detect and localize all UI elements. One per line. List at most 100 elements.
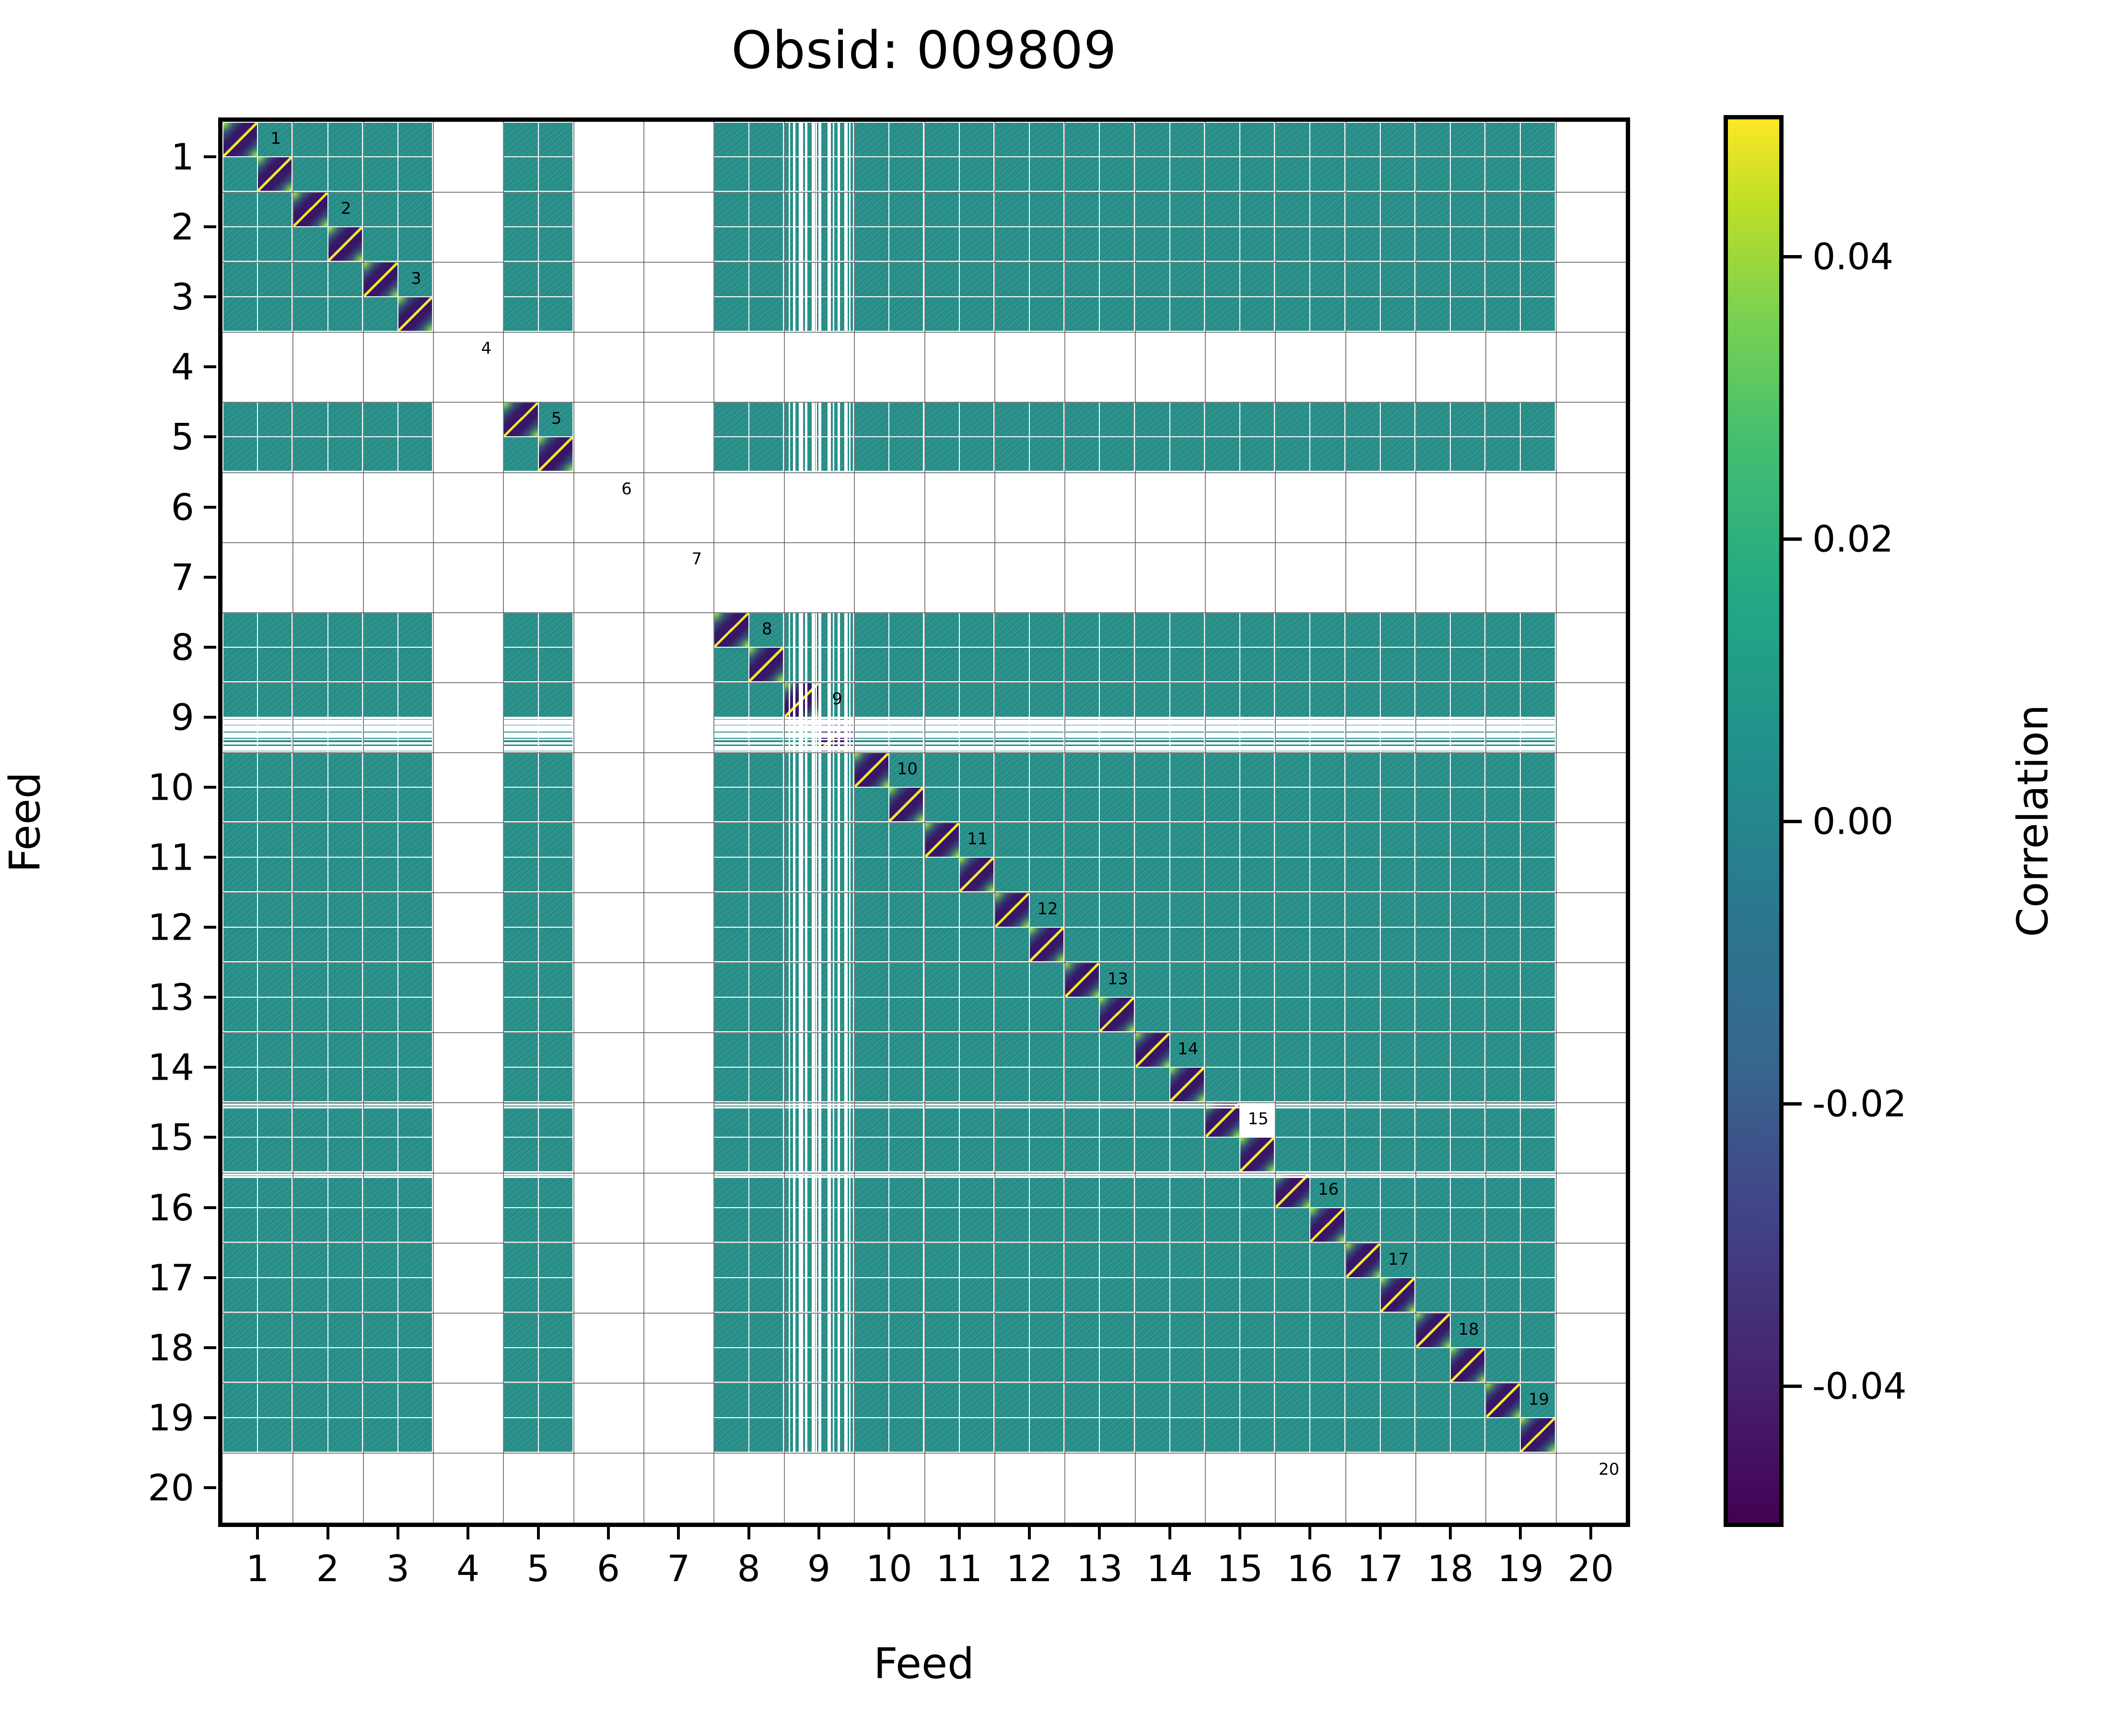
matrix-cell-feed-17-15 (1205, 1243, 1275, 1313)
crosscorr-block (398, 1348, 432, 1382)
matrix-cell-feed-15-11 (924, 1102, 994, 1172)
crosscorr-block (959, 263, 993, 297)
crosscorr-block (959, 1278, 993, 1312)
matrix-cell-feed-11-11 (924, 822, 994, 892)
matrix-cell-feed-1-13 (1064, 122, 1134, 192)
crosscorr-block (855, 963, 889, 997)
matrix-cell-feed-12-11 (924, 892, 994, 962)
crosscorr-block (889, 297, 923, 331)
matrix-cell-feed-3-5 (503, 262, 573, 332)
crosscorr-block (1276, 753, 1310, 787)
crosscorr-block (1030, 893, 1064, 927)
crosscorr-block (504, 753, 538, 787)
crosscorr-block (1276, 998, 1310, 1032)
crosscorr-block (223, 753, 257, 787)
crosscorr-block (328, 263, 362, 297)
crosscorr-block (1065, 613, 1099, 647)
matrix-cell-feed-10-19 (1485, 752, 1555, 822)
crosscorr-block (258, 963, 292, 997)
crosscorr-block (819, 1243, 853, 1277)
crosscorr-block (293, 858, 327, 892)
crosscorr-block (1380, 1173, 1414, 1207)
crosscorr-block (1276, 193, 1310, 227)
crosscorr-block (959, 193, 993, 227)
matrix-cell-feed-18-11 (924, 1313, 994, 1383)
crosscorr-block (1276, 157, 1310, 191)
crosscorr-block (749, 263, 783, 297)
crosscorr-block (1205, 893, 1240, 927)
grid-line-vertical (1485, 122, 1487, 1523)
correlation-matrix-axes[interactable]: 1 2 3 4 5 6 7 8 9 10 11 12 13 14 15 16 17 18 19 20 (218, 117, 1630, 1527)
crosscorr-block (293, 998, 327, 1032)
crosscorr-block (1451, 297, 1485, 331)
matrix-cell-feed-7-16 (1275, 542, 1345, 612)
matrix-cell-feed-16-16 (1275, 1173, 1345, 1243)
matrix-cell-feed-16-3 (363, 1173, 433, 1243)
matrix-cell-feed-2-14 (1135, 192, 1205, 262)
crosscorr-block (1486, 1068, 1520, 1102)
matrix-cell-feed-20-20 (1556, 1453, 1626, 1523)
crosscorr-block (749, 1173, 783, 1207)
crosscorr-block (1451, 647, 1485, 681)
crosscorr-block (223, 1033, 257, 1067)
crosscorr-block (328, 1418, 362, 1452)
matrix-cell-feed-8-20 (1556, 612, 1626, 682)
crosscorr-block (1380, 1208, 1414, 1242)
y-tick-label-15: 15 (148, 1116, 194, 1159)
crosscorr-block (1486, 263, 1520, 297)
matrix-cell-feed-17-16 (1275, 1243, 1345, 1313)
crosscorr-block (1276, 1313, 1310, 1347)
crosscorr-block (1451, 157, 1485, 191)
crosscorr-block (889, 1033, 923, 1067)
matrix-cell-feed-2-13 (1064, 192, 1134, 262)
matrix-cell-feed-4-1 (222, 332, 292, 402)
matrix-cell-feed-12-16 (1275, 892, 1345, 962)
crosscorr-block (1065, 157, 1099, 191)
x-tick-mark-6 (606, 1527, 610, 1539)
matrix-cell-feed-11-6 (573, 822, 643, 892)
matrix-cell-feed-13-3 (363, 962, 433, 1032)
crosscorr-block (1451, 1208, 1485, 1242)
crosscorr-block (1100, 613, 1134, 647)
crosscorr-block (1310, 1103, 1344, 1137)
crosscorr-block (959, 227, 993, 261)
crosscorr-block (995, 1418, 1029, 1452)
matrix-cell-feed-13-8 (713, 962, 783, 1032)
matrix-cell-feed-4-16 (1275, 332, 1345, 402)
crosscorr-block (889, 403, 923, 437)
crosscorr-block (1170, 963, 1204, 997)
crosscorr-block (1416, 963, 1450, 997)
matrix-cell-feed-10-4 (433, 752, 503, 822)
crosscorr-block (538, 1103, 572, 1137)
crosscorr-block (1170, 227, 1204, 261)
crosscorr-block (749, 1138, 783, 1172)
x-tick-mark-7 (677, 1527, 680, 1539)
matrix-cell-feed-9-19 (1485, 682, 1555, 752)
crosscorr-block (538, 1138, 572, 1172)
crosscorr-block (1276, 437, 1310, 471)
crosscorr-block (1205, 787, 1240, 821)
crosscorr-block (1065, 1383, 1099, 1417)
crosscorr-block (749, 1313, 783, 1347)
matrix-cell-feed-13-11 (924, 962, 994, 1032)
x-tick-label-4: 4 (456, 1547, 480, 1590)
crosscorr-block (1346, 227, 1380, 261)
crosscorr-block (223, 1068, 257, 1102)
matrix-cell-feed-6-12 (994, 472, 1064, 542)
colorbar-tick-mark-3 (1784, 1102, 1802, 1106)
crosscorr-block (538, 1348, 572, 1382)
colorbar-tick-label-1: 0.02 (1812, 517, 1894, 560)
matrix-cell-feed-18-18 (1415, 1313, 1485, 1383)
crosscorr-block (1205, 157, 1240, 191)
crosscorr-block (1310, 1068, 1344, 1102)
crosscorr-block (398, 823, 432, 857)
crosscorr-block (223, 1278, 257, 1312)
x-tick-mark-15 (1238, 1527, 1242, 1539)
matrix-cell-feed-20-17 (1345, 1453, 1415, 1523)
crosscorr-block (959, 1103, 993, 1137)
matrix-cell-feed-20-15 (1205, 1453, 1275, 1523)
matrix-cell-feed-19-3 (363, 1383, 433, 1453)
crosscorr-block (538, 928, 572, 962)
crosscorr-block (1240, 823, 1274, 857)
